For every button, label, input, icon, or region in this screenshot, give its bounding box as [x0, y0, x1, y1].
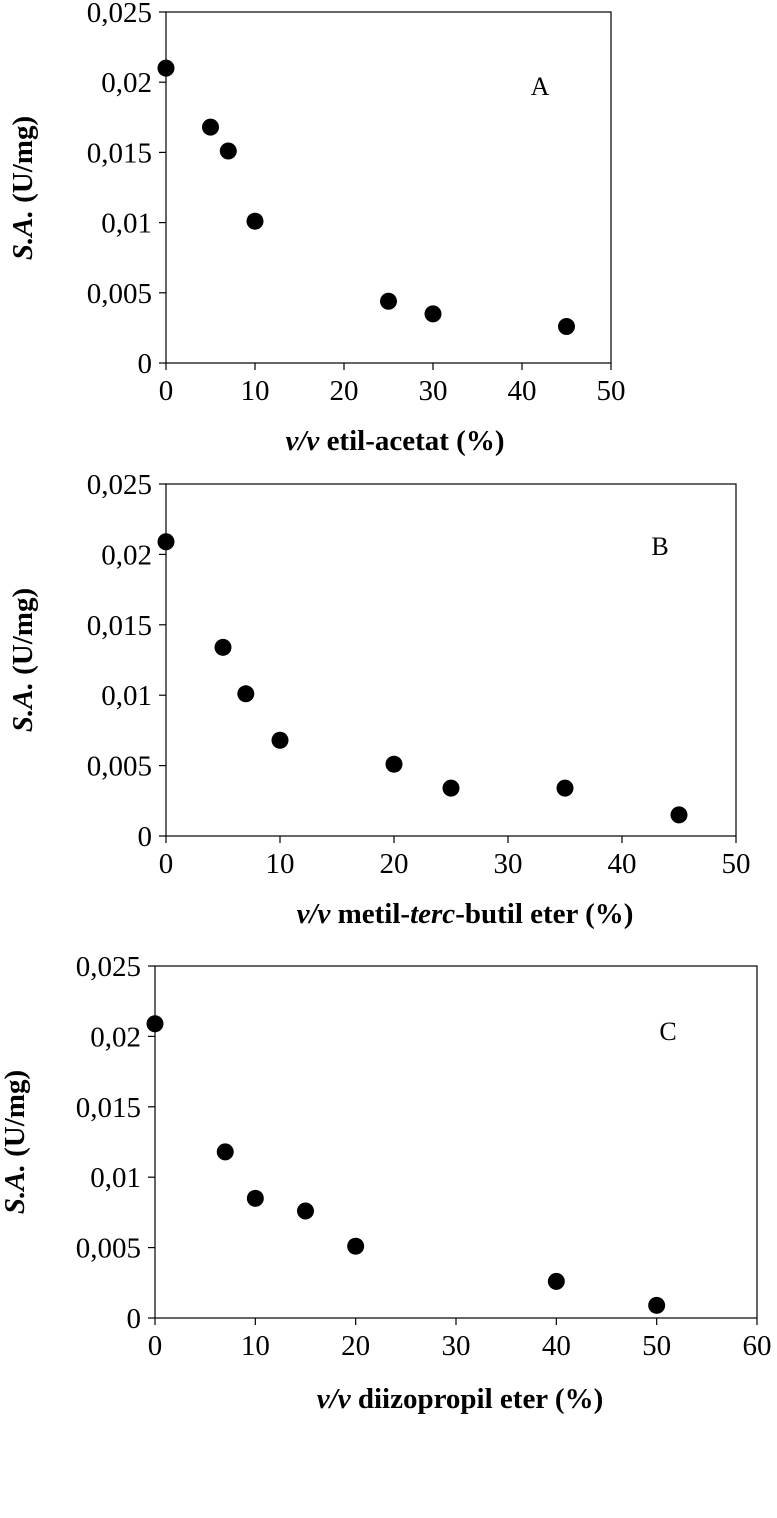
- data-point: [216, 1143, 234, 1161]
- x-axis-title: v/v metil-terc-butil eter (%): [297, 898, 634, 930]
- y-tick-label: 0,015: [87, 137, 152, 169]
- y-axis-title: S.A. (U/mg): [7, 116, 39, 260]
- y-tick-label: 0,015: [87, 610, 152, 642]
- y-tick-label: 0,015: [76, 1092, 141, 1124]
- y-tick-label: 0,025: [76, 951, 141, 983]
- x-axis-title: v/v diizopropil eter (%): [317, 1383, 603, 1415]
- y-tick-label: 0,005: [76, 1233, 141, 1265]
- y-tick-label: 0,01: [101, 680, 152, 712]
- x-tick-label: 30: [494, 848, 523, 880]
- data-point: [202, 118, 219, 136]
- data-point: [219, 142, 237, 160]
- panel-letter: A: [531, 72, 550, 101]
- x-tick-label: 40: [608, 848, 637, 880]
- x-axis-title: v/v etil-acetat (%): [286, 425, 505, 457]
- x-tick-label: 40: [542, 1330, 571, 1362]
- y-axis-title-text: (U/mg): [7, 116, 39, 210]
- data-point: [237, 685, 255, 703]
- y-axis-title: S.A. (U/mg): [0, 1070, 31, 1214]
- data-point: [146, 1015, 164, 1033]
- data-point: [246, 212, 264, 230]
- y-axis-title-text: (U/mg): [0, 1070, 31, 1164]
- data-point: [246, 1189, 264, 1207]
- y-axis-title: S.A. (U/mg): [7, 588, 39, 732]
- y-tick-label: 0,01: [101, 208, 152, 240]
- data-point: [214, 638, 232, 656]
- y-tick-label: 0,02: [90, 1021, 141, 1053]
- x-tick-label: 20: [380, 848, 409, 880]
- x-axis-title-italic-2: terc: [410, 898, 455, 930]
- data-point: [424, 305, 442, 323]
- y-tick-label: 0: [127, 1303, 142, 1335]
- x-axis-title-text: metil-: [330, 898, 410, 930]
- x-tick-label: 10: [241, 375, 270, 407]
- plot-area-frame: [165, 483, 737, 837]
- data-point: [547, 1272, 565, 1290]
- x-tick-label: 30: [442, 1330, 471, 1362]
- chart-panel-c: 0 10 20 30 40 50 60 0 0,005 0,01 0,015 0,02 0,025 Cv/…: [0, 951, 772, 1415]
- data-point: [297, 1202, 314, 1220]
- data-point: [648, 1296, 666, 1314]
- chart-panel-a: 0 10 20 30 40 50 0 0,005 0,01 0,015 0,02 0,025 Av/v …: [7, 0, 626, 457]
- y-axis-title-italic: S.A.: [7, 682, 39, 732]
- y-axis-title-text: (U/mg): [7, 588, 39, 682]
- y-tick-label: 0,005: [87, 751, 152, 783]
- y-axis-title-italic: S.A.: [7, 210, 39, 260]
- y-tick-label: 0: [138, 348, 153, 380]
- data-point: [556, 779, 574, 797]
- x-axis-title-italic: v/v: [297, 898, 332, 930]
- x-axis-title-italic: v/v: [286, 425, 321, 457]
- x-tick-label: 60: [743, 1330, 772, 1362]
- x-tick-label: 20: [330, 375, 359, 407]
- y-tick-label: 0,025: [87, 469, 152, 501]
- data-point: [442, 779, 460, 797]
- x-axis-title-text: diizopropil eter (%): [351, 1383, 604, 1415]
- x-axis-title-text-2: -butil eter (%): [455, 898, 633, 930]
- x-axis-title-italic: v/v: [317, 1383, 352, 1415]
- x-tick-label: 20: [341, 1330, 370, 1362]
- x-tick-label: 0: [159, 375, 174, 407]
- x-tick-label: 0: [159, 848, 174, 880]
- data-point: [157, 59, 175, 77]
- data-point: [670, 806, 688, 824]
- plot-area-frame: [165, 11, 612, 364]
- x-tick-label: 10: [241, 1330, 270, 1362]
- y-tick-label: 0,005: [87, 278, 152, 310]
- x-tick-label: 10: [266, 848, 295, 880]
- x-axis-title-text: etil-acetat (%): [319, 425, 504, 457]
- x-tick-label: 30: [419, 375, 448, 407]
- y-tick-label: 0: [138, 821, 153, 853]
- x-tick-label: 0: [148, 1330, 163, 1362]
- y-tick-label: 0,01: [90, 1162, 141, 1194]
- chart-panel-b: 0 10 20 30 40 50 0 0,005 0,01 0,015 0,02 0,025 Bv/v …: [7, 469, 751, 930]
- y-tick-label: 0,02: [101, 67, 152, 99]
- y-axis-title-italic: S.A.: [0, 1164, 31, 1214]
- data-point: [347, 1237, 365, 1255]
- data-point: [157, 533, 175, 551]
- y-tick-label: 0,025: [87, 0, 152, 29]
- x-tick-label: 50: [722, 848, 751, 880]
- data-point: [385, 755, 403, 773]
- x-tick-label: 50: [597, 375, 626, 407]
- x-tick-label: 40: [508, 375, 537, 407]
- y-tick-label: 0,02: [101, 539, 152, 571]
- data-point: [271, 731, 289, 749]
- x-tick-label: 50: [642, 1330, 671, 1362]
- data-point: [380, 292, 397, 310]
- panel-letter: C: [659, 1017, 676, 1046]
- panel-letter: B: [651, 532, 668, 561]
- data-point: [558, 317, 575, 335]
